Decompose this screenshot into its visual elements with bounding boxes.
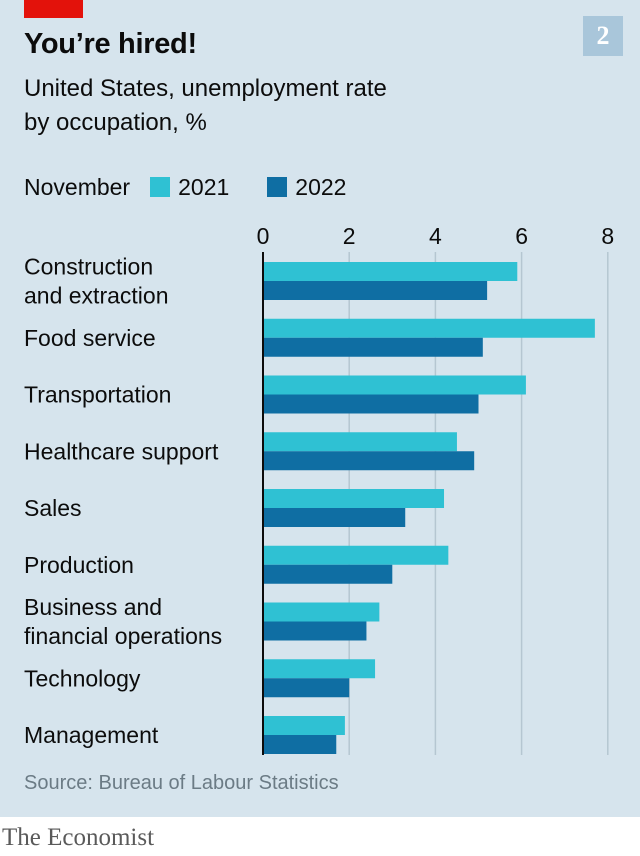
subtitle-line-2: by occupation, % — [24, 109, 207, 136]
bar-2022-7 — [263, 678, 350, 698]
legend-label-2021: 2021 — [178, 173, 230, 200]
bar-2022-0 — [263, 281, 488, 300]
bar-2021-4 — [263, 489, 445, 508]
bar-2021-8 — [263, 716, 345, 735]
chart-number-badge: 2 — [583, 16, 623, 56]
legend-item-2022: 2022 — [267, 174, 346, 201]
bar-2022-8 — [263, 735, 337, 754]
bar-2021-5 — [263, 545, 449, 565]
bar-chart: 0 2 4 6 8 Construction and extraction Food serv… — [24, 223, 614, 755]
subtitle-line-1: United States, unemployment rate — [24, 75, 387, 102]
category-label-2-0: Transportation — [24, 382, 171, 408]
bar-2022-4 — [263, 508, 406, 527]
category-label-1-0: Food service — [24, 325, 156, 351]
category-label-4-0: Sales — [24, 495, 82, 521]
category-label-3-0: Healthcare support — [24, 438, 219, 464]
bar-2022-1 — [263, 337, 483, 357]
bar-2022-3 — [263, 451, 475, 471]
legend-swatch-2022 — [267, 177, 288, 197]
bar-2021-0 — [263, 262, 518, 281]
category-label-0-1: and extraction — [24, 283, 168, 309]
bar-2021-6 — [263, 602, 380, 622]
bar-2022-5 — [263, 564, 393, 584]
category-label-6-0: Business and — [24, 594, 162, 620]
bar-2021-1 — [263, 318, 595, 338]
brand-red-tab — [24, 0, 83, 18]
tick-label-2: 2 — [343, 223, 356, 249]
category-label-7-0: Technology — [24, 665, 141, 691]
legend-label-2022: 2022 — [295, 173, 347, 200]
legend: November 2021 2022 — [24, 170, 346, 204]
tick-label-4: 4 — [429, 223, 442, 249]
category-label-8-0: Management — [24, 722, 159, 748]
source-note: Source: Bureau of Labour Statistics — [24, 772, 339, 794]
bar-2021-2 — [263, 375, 526, 395]
brand-wordmark: The Economist — [2, 824, 155, 851]
bar-2021-3 — [263, 432, 457, 452]
chart-title: You’re hired! — [24, 28, 197, 60]
category-label-5-0: Production — [24, 552, 134, 578]
category-label-6-1: financial operations — [24, 623, 222, 649]
legend-swatch-2021 — [150, 177, 171, 197]
legend-prefix: November — [24, 173, 131, 200]
chart-subtitle: United States, unemployment rate by occu… — [24, 72, 524, 140]
bar-2022-6 — [263, 621, 367, 641]
tick-label-6: 6 — [515, 223, 528, 249]
category-label-0-0: Construction — [24, 254, 153, 280]
tick-label-8: 8 — [601, 223, 614, 249]
bar-2021-7 — [263, 659, 376, 679]
bar-2022-2 — [263, 394, 479, 414]
tick-label-0: 0 — [257, 223, 270, 249]
legend-item-2021: 2021 — [150, 174, 229, 201]
